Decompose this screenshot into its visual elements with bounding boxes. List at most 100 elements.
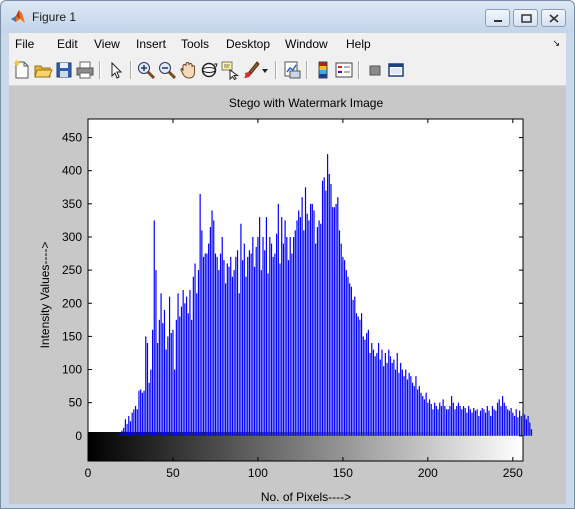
hide-plot-tools-icon[interactable] [365,60,385,80]
histogram-bar [306,213,308,436]
legend-icon[interactable] [334,60,354,80]
histogram-bar [360,313,363,436]
pointer-icon[interactable] [106,60,126,80]
x-tick-label: 0 [85,466,92,480]
histogram-bar [141,392,143,436]
show-plot-tools-icon[interactable] [386,60,406,80]
histogram-bar [213,220,215,436]
histogram-bar [243,243,245,436]
histogram-bar [359,319,361,436]
close-icon [549,14,559,23]
histogram-bar [281,217,283,436]
histogram-bar [502,396,504,436]
histogram-bar [284,220,286,436]
histogram-bar [133,409,135,436]
save-icon[interactable] [54,60,74,80]
zoom-in-icon[interactable] [136,60,156,80]
histogram-bar [175,319,177,436]
menu-overflow-icon[interactable]: ↘ [552,38,560,48]
histogram-bar [367,329,369,436]
dropdown-arrow-icon[interactable] [260,60,270,80]
histogram-bar [422,396,424,436]
histogram-bar [301,197,303,436]
histogram-bar [350,286,352,436]
histogram-bar [158,319,160,436]
menu-window[interactable]: Window [285,37,328,51]
histogram-bar [474,410,477,436]
y-tick-label: 450 [62,131,82,145]
open-file-icon[interactable] [33,60,53,80]
menu-view[interactable]: View [94,37,120,51]
histogram-bar [493,409,495,436]
histogram-bar [352,299,354,436]
histogram-bar [432,409,434,436]
histogram-bar [191,319,193,436]
histogram-bar [214,253,217,436]
histogram-bar [469,409,471,436]
histogram-bar [204,253,206,436]
toolbar-separator [358,61,360,79]
link-plot-icon[interactable] [282,60,302,80]
histogram-bar [457,402,460,436]
menu-help[interactable]: Help [346,37,371,51]
histogram-bar [366,333,368,436]
histogram-bar [264,250,266,436]
histogram-bar [381,349,383,436]
histogram-bar [238,293,240,436]
histogram-bar [355,313,358,436]
histogram-bar [168,296,171,436]
histogram-bar [208,243,210,436]
histogram-bar [265,217,268,436]
brush-icon[interactable] [241,60,261,80]
histogram-bar [282,243,285,436]
histogram-bar [177,293,179,436]
histogram-bar [338,230,341,436]
menu-desktop[interactable]: Desktop [226,37,271,51]
histogram-bar [403,376,405,436]
histogram-bar [500,405,502,436]
histogram-bar [211,210,213,436]
print-icon[interactable] [75,60,95,80]
menu-file[interactable]: File [15,37,35,51]
histogram-bar [505,405,507,436]
rotate-3d-icon[interactable] [199,60,219,80]
histogram-bar [369,352,371,436]
histogram-bar [530,429,533,436]
menu-edit[interactable]: Edit [57,37,78,51]
minimize-button[interactable] [485,9,510,27]
histogram-bar [303,230,305,436]
histogram-bar [415,376,417,436]
histogram-bar [321,180,324,436]
maximize-button[interactable] [513,9,538,27]
data-cursor-icon[interactable] [220,60,240,80]
zoom-out-icon[interactable] [157,60,177,80]
y-axis-label: Intensity Values----> [38,242,52,349]
histogram-bar [316,227,318,436]
histogram-bar [124,419,126,436]
histogram-bar [225,283,227,436]
close-button[interactable] [541,9,566,27]
histogram-bar [228,266,230,436]
new-figure-icon[interactable] [12,60,32,80]
colorbar-icon[interactable] [313,60,333,80]
histogram-bar [434,402,436,436]
histogram-bar [442,399,444,436]
histogram-bar [270,243,273,436]
histogram-bar [140,389,142,436]
histogram-bar [423,399,426,436]
toolbar-separator [99,61,101,79]
histogram-chart[interactable]: 0 50 100 150 200 250 0 50 100 150 200 250 300 350 400… [9,86,566,504]
grayscale-colorbar [88,432,523,461]
menu-insert[interactable]: Insert [136,37,167,51]
histogram-bar [364,339,366,436]
histogram-bar [413,386,415,436]
histogram-bar [383,366,385,436]
histogram-bar [427,402,429,436]
pan-hand-icon[interactable] [178,60,198,80]
histogram-bar [377,343,380,436]
menu-tools[interactable]: Tools [181,37,210,51]
histogram-bar [486,405,488,436]
histogram-bar [515,409,517,436]
histogram-bar [151,329,154,436]
histogram-bar [192,276,194,436]
